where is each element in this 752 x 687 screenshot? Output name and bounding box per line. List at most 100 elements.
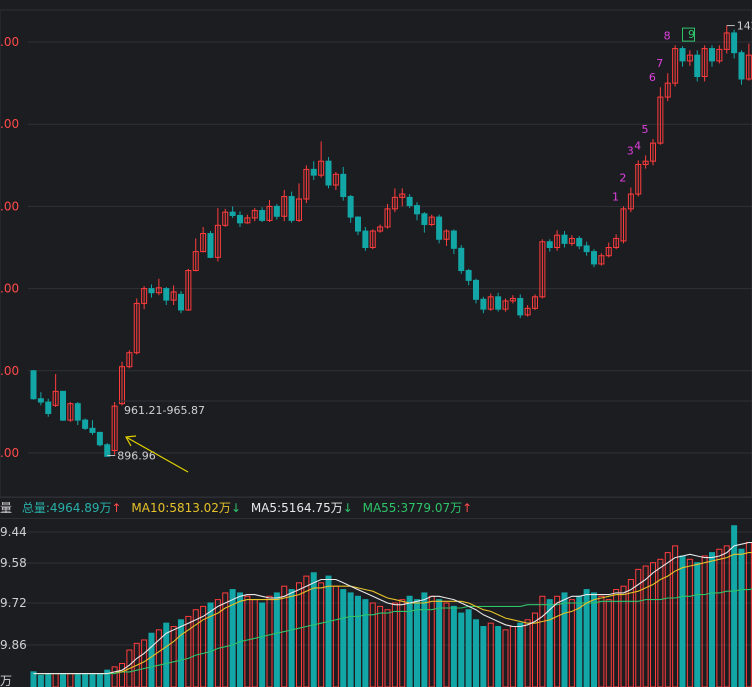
volume-bar	[650, 562, 656, 687]
candle-body	[303, 168, 310, 200]
candle-body	[104, 444, 111, 457]
candle-body	[111, 405, 118, 452]
candle-body	[554, 234, 561, 248]
volume-bar	[532, 612, 538, 687]
candle-body	[709, 48, 715, 62]
ma55-value: 3779.07万	[400, 501, 463, 515]
volume-bar	[288, 589, 295, 687]
volume-bar	[731, 525, 738, 687]
volume-bar	[347, 592, 354, 687]
candle-body	[30, 370, 37, 400]
candle-body	[650, 142, 656, 162]
total-volume-value: 4964.89万	[49, 501, 112, 515]
volume-bar	[60, 673, 66, 687]
arrow-down-icon: ↓	[230, 501, 241, 515]
candle-body	[362, 230, 369, 248]
candle-body	[89, 427, 96, 433]
candle-body	[222, 211, 229, 226]
candle-body	[74, 403, 81, 421]
candle-body	[568, 237, 575, 244]
volume-bar	[237, 592, 243, 687]
volume-bar	[259, 602, 266, 687]
volume-bar	[52, 673, 59, 687]
candle-body	[664, 82, 671, 98]
volume-tick-label: 9.86	[0, 638, 27, 652]
candle-body	[192, 251, 199, 272]
volume-bar	[391, 602, 398, 687]
volume-bar	[745, 542, 752, 687]
volume-bar	[686, 558, 693, 687]
volume-bar	[362, 599, 369, 687]
candle-body	[185, 270, 192, 311]
volume-bar	[111, 666, 118, 687]
range-label: 961.21-965.87	[124, 404, 205, 417]
volume-bar	[495, 626, 502, 687]
candle-body	[318, 160, 325, 176]
volume-bar	[568, 599, 575, 687]
volume-bar	[296, 582, 302, 687]
candle-body	[546, 241, 553, 249]
candle-body	[119, 366, 125, 405]
price-tick-label: .00	[0, 35, 19, 49]
ma5-name: MA5	[250, 501, 278, 515]
volume-bar	[214, 599, 221, 687]
total-volume-legend: 总量:4964.89万↑	[21, 501, 122, 515]
candle-body	[391, 196, 398, 210]
ma5-line	[33, 541, 752, 675]
arrow-up-icon: ↑	[111, 501, 122, 515]
candle-body	[340, 173, 347, 198]
volume-bar	[738, 548, 745, 687]
candle-body	[259, 210, 266, 221]
volume-ma-lines	[33, 541, 752, 675]
volume-bar	[672, 545, 679, 687]
volume-bar	[642, 565, 649, 687]
volume-bar	[82, 673, 89, 687]
candle-body	[458, 247, 465, 272]
ma55-name: MA55	[362, 501, 397, 515]
candle-body	[613, 237, 620, 248]
volume-bar	[369, 602, 376, 687]
volume-bar	[598, 595, 605, 687]
arrow-down-icon: ↓	[342, 501, 353, 515]
volume-bar	[561, 592, 568, 687]
candle-body	[627, 193, 634, 210]
volume-bar	[524, 619, 531, 687]
candle-body	[37, 398, 44, 403]
candle-body	[480, 298, 487, 310]
candle-body	[67, 403, 74, 421]
volume-grid	[0, 531, 752, 646]
candle-body	[288, 196, 295, 221]
signal-count-label: 6	[649, 71, 656, 84]
volume-bar	[89, 673, 96, 687]
volume-bar	[185, 615, 192, 687]
candle-body	[679, 48, 686, 62]
candle-body	[509, 297, 516, 302]
volume-chart: 9.44 9.58 9.72 9.86 万	[0, 525, 752, 687]
volume-bar	[266, 595, 273, 687]
candle-body	[657, 96, 664, 144]
candle-body	[591, 251, 597, 265]
candle-body	[347, 196, 354, 218]
volume-bar	[583, 589, 590, 687]
candle-body	[214, 224, 221, 258]
volume-bar	[716, 548, 723, 687]
volume-bar	[163, 622, 170, 687]
candle-body	[96, 431, 103, 446]
volume-bar	[133, 642, 140, 687]
volume-bar	[414, 599, 420, 687]
volume-bar	[465, 609, 472, 687]
volume-bar	[709, 552, 715, 687]
candle-body	[399, 193, 406, 198]
candle-body	[524, 307, 531, 316]
candle-body	[686, 54, 693, 62]
candle-body	[672, 48, 679, 84]
candle-body	[487, 296, 494, 310]
candle-body	[126, 352, 133, 368]
volume-bar	[37, 674, 44, 687]
volume-bar	[200, 605, 207, 687]
candle-body	[723, 32, 730, 50]
candle-body	[237, 214, 243, 224]
volume-bars	[30, 525, 752, 687]
signal-count-label: 2	[619, 171, 626, 184]
candles	[30, 25, 752, 457]
